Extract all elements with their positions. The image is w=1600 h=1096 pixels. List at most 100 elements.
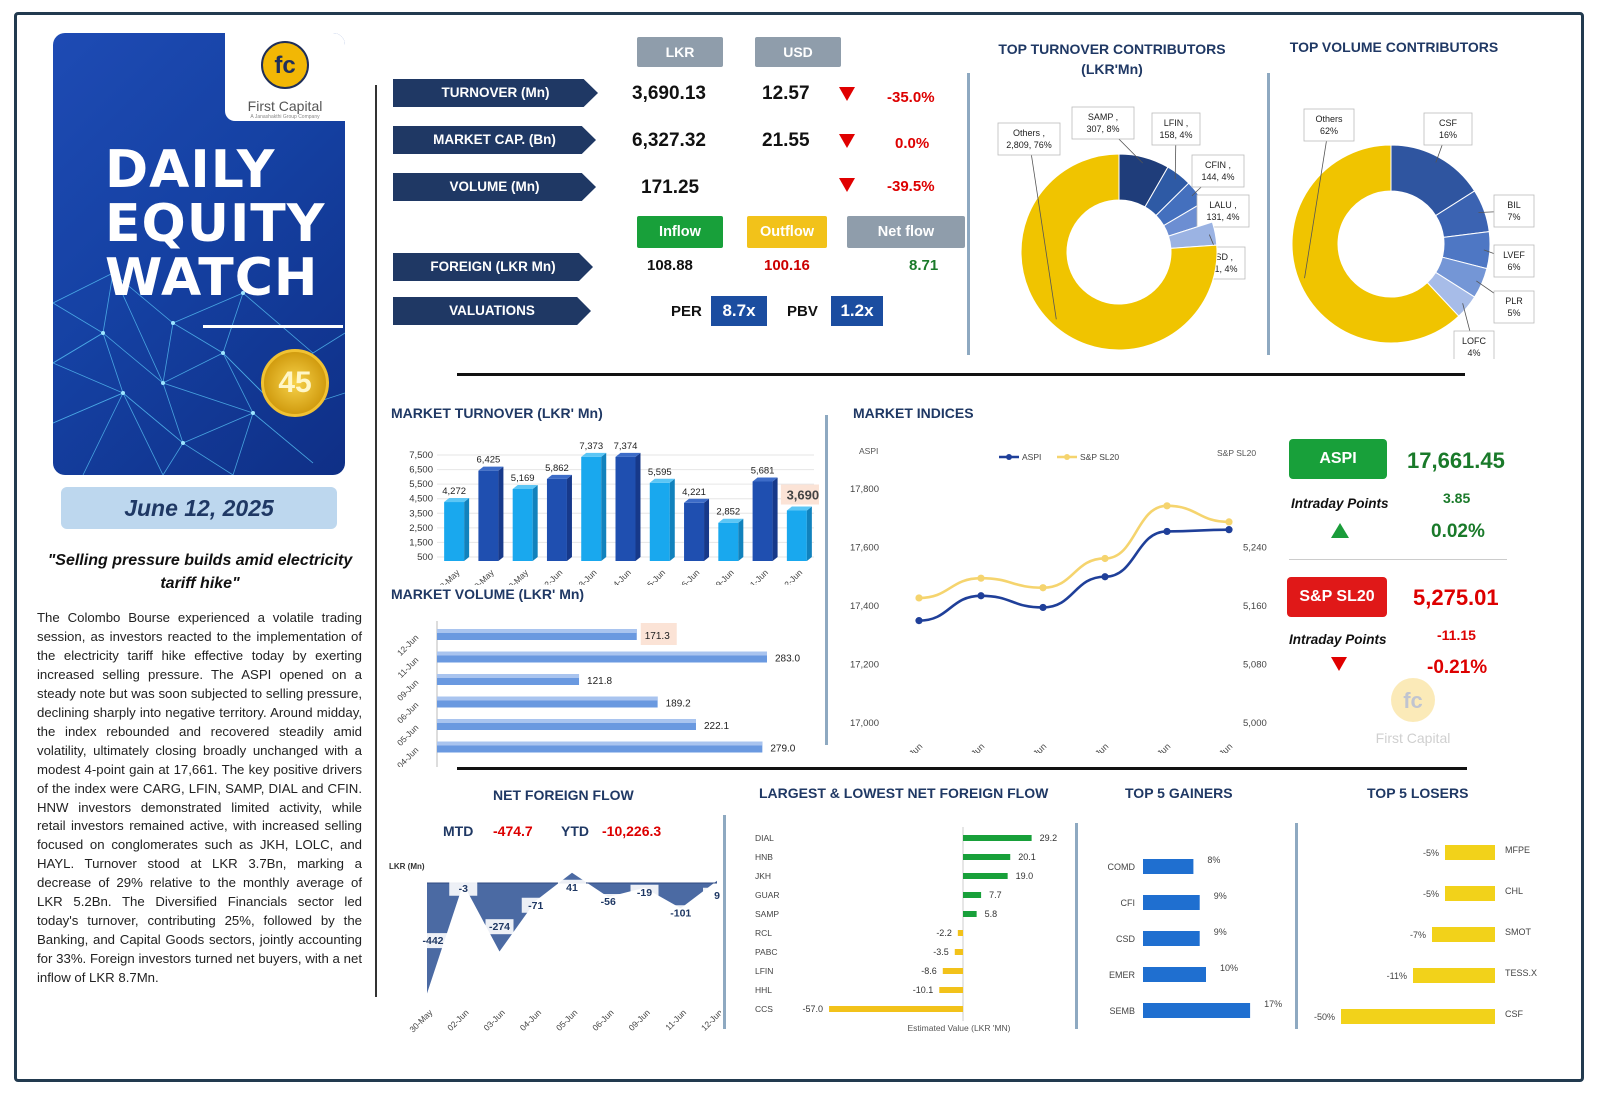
- indices-xtick: 12-Jun: [1208, 741, 1235, 753]
- nff-data-label: 9: [714, 890, 720, 902]
- pie2-label-csf: CSF 16%: [1439, 118, 1458, 140]
- turnover-bar-top: [752, 477, 778, 482]
- turnover-data-label: 4,272: [442, 486, 466, 497]
- divider-bottom: [457, 767, 1467, 770]
- top-gainers-title: TOP 5 GAINERS: [1125, 785, 1233, 801]
- losers-bar: [1445, 886, 1495, 901]
- turnover-xtick: 09-Jun: [710, 567, 736, 585]
- turnover-bar: [478, 470, 499, 561]
- indices-point-sp-sl20: [1225, 518, 1233, 526]
- top-volume-pie: CSF 16% BIL 7% LVEF 6% PLR 5% LOFC 4% Others 62%: [1291, 108, 1535, 359]
- turnover-bar-top: [718, 518, 744, 523]
- pie1-label-cfin: CFIN , 144, 4%: [1201, 160, 1234, 182]
- losers-data-label: -5%: [1423, 848, 1439, 858]
- volume-bar-highlight: [437, 741, 763, 746]
- largest-lowest-chart: 29.2 DIAL 20.1 HNB 19.0 JKH 7.7 GUAR 5.8 SAMP -2.2…: [755, 827, 1057, 1033]
- report-frame: fc First Capital A Janashakthi Group Com…: [14, 12, 1584, 1082]
- pie2-label-box-plr: [1493, 290, 1535, 324]
- volume-bar: [437, 719, 696, 730]
- losers-data-label: -5%: [1423, 889, 1439, 899]
- nff-xtick: 04-Jun: [518, 1007, 544, 1033]
- indices-yright-tick: 5,160: [1243, 601, 1267, 612]
- nff-data-label: -3: [459, 883, 468, 895]
- foreign-label: FOREIGN (LKR Mn): [393, 253, 593, 281]
- indices-legend-label: S&P SL20: [1080, 452, 1119, 462]
- sp-points: -11.15: [1437, 627, 1476, 643]
- volume-highlight-box: [640, 623, 677, 645]
- ll-bar: [963, 892, 982, 898]
- volume-data-label: 189.2: [666, 699, 691, 710]
- watermark: fc First Capital: [1353, 675, 1473, 746]
- nff-xtick: 05-Jun: [554, 1007, 580, 1033]
- turnover-ytick: 1,500: [409, 537, 433, 548]
- turnover-label: TURNOVER (Mn): [393, 79, 598, 107]
- top-losers-title: TOP 5 LOSERS: [1367, 785, 1469, 801]
- pie1-label-box-samp: [1071, 106, 1135, 140]
- nff-label-box: [630, 884, 659, 900]
- net-flow-header: Net flow: [847, 216, 965, 248]
- turnover-bar-side: [704, 498, 710, 561]
- brand-name: First Capital: [247, 98, 323, 114]
- losers-category: SMOT: [1505, 927, 1532, 937]
- network-graphic: [53, 271, 345, 475]
- volume-bar: [437, 629, 637, 640]
- report-title: DAILY EQUITY WATCH: [105, 140, 326, 308]
- indices-yright-label: S&P SL20: [1217, 448, 1256, 458]
- turnover-data-label: 7,373: [579, 441, 603, 452]
- volume-data-label: 283.0: [775, 654, 800, 665]
- inflow-header: Inflow: [637, 216, 723, 248]
- indices-yright-tick: 5,240: [1243, 543, 1267, 554]
- divider-pies-1: [967, 73, 970, 355]
- turnover-bar: [752, 481, 773, 561]
- gainers-category: CSD: [1116, 934, 1136, 944]
- outflow-header: Outflow: [747, 216, 827, 248]
- gainers-category: COMD: [1108, 862, 1136, 872]
- ll-bar: [963, 854, 1011, 860]
- mtd-label: MTD: [443, 823, 474, 839]
- market-indices-title: MARKET INDICES: [853, 405, 974, 421]
- losers-category: CHL: [1505, 886, 1523, 896]
- losers-data-label: -7%: [1410, 930, 1426, 940]
- volume-change: -39.5%: [887, 178, 935, 195]
- pie2-leader-others: [1304, 124, 1330, 279]
- volume-ytick: 04-Jun: [395, 745, 421, 767]
- pie2-label-box-lofc: [1453, 330, 1495, 359]
- pie1-label-box-lalu: [1196, 194, 1250, 228]
- turnover-xtick: 04-Jun: [607, 567, 633, 585]
- pie1-leader-others: [1028, 138, 1057, 320]
- indices-xtick: 06-Jun: [1022, 741, 1049, 753]
- turnover-highlight-box: [780, 484, 819, 505]
- volume-lkr: 171.25: [641, 177, 700, 198]
- nff-label-box: [703, 887, 721, 903]
- turnover-xtick: 11-Jun: [745, 567, 770, 585]
- turnover-change: -35.0%: [887, 89, 935, 106]
- turnover-xtick: 03-Jun: [573, 567, 599, 585]
- ll-bar: [829, 1006, 963, 1012]
- turnover-usd: 12.57: [762, 83, 810, 104]
- pie1-label-lalu: LALU , 131, 4%: [1206, 200, 1239, 222]
- ll-category: JKH: [755, 871, 771, 881]
- pbv-value: 1.2x: [831, 296, 883, 326]
- gainers-data-label: 10%: [1220, 963, 1238, 973]
- nff-xtick: 09-Jun: [626, 1007, 652, 1033]
- pie1-label-csd: CSD , 141, 4%: [1204, 252, 1237, 274]
- indices-point-sp-sl20: [915, 594, 923, 602]
- gainers-data-label: 9%: [1214, 927, 1227, 937]
- indices-yleft-tick: 17,800: [850, 484, 879, 495]
- turnover-bar-top: [512, 484, 538, 489]
- ll-category: HNB: [755, 852, 773, 862]
- volume-bar: [437, 674, 580, 685]
- first-capital-logo-icon: fc: [261, 41, 309, 89]
- volume-bar: [437, 741, 763, 753]
- brand-logo: fc First Capital A Janashakthi Group Com…: [225, 33, 345, 121]
- indices-point-aspi: [1101, 573, 1109, 581]
- ll-bar: [939, 987, 963, 993]
- sp-value: 5,275.01: [1413, 585, 1499, 610]
- volume-ytick: 12-Jun: [395, 632, 421, 658]
- ytd-label: YTD: [561, 823, 589, 839]
- indices-yright-tick: 5,080: [1243, 660, 1267, 671]
- turnover-down-icon: [839, 87, 855, 101]
- market-cap-down-icon: [839, 134, 855, 148]
- valuations-label: VALUATIONS: [393, 297, 591, 325]
- gainers-category: SEMB: [1109, 1006, 1135, 1016]
